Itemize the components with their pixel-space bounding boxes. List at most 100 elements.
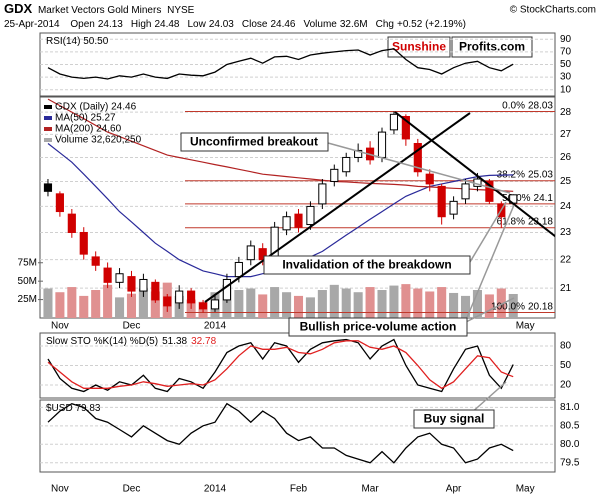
pointer [469,381,507,415]
y-tick-label: 50 [560,360,572,371]
candle-body [222,278,231,301]
candle-body [55,193,64,213]
candle-body [198,302,208,310]
quote-label: Close [242,19,268,30]
moving-average [47,98,514,192]
volume-bar [115,297,125,318]
fib-percent: 0.0% [502,100,525,111]
quote-value: 24.13 [98,19,123,30]
volume-bar [472,290,482,318]
fib-percent: 61.8% [497,216,525,227]
panel-title: $USD 79.83 [46,403,101,414]
fib-value: 28.03 [528,100,553,111]
candle-body [437,185,446,218]
volume-bar [282,292,292,318]
annotation-box [263,255,471,275]
quote-label: Volume [303,19,337,30]
series-line [47,340,514,390]
logo-box [387,36,451,58]
volume-bar [258,294,268,318]
volume-bar [67,287,77,318]
volume-bar [353,292,363,318]
volume-tick-label: 50M [18,276,37,287]
candle-body [127,276,136,292]
annotation: Unconfirmed breakout [190,135,318,149]
legend-entry: MA(200) 24.60 [55,124,122,135]
y-tick-label: 50 [560,59,572,70]
candle-body [449,200,458,215]
quote-line: 25-Apr-2014 Open 24.13 High 24.48 Low 24.03 Cl… [4,19,466,30]
annotation: Invalidation of the breakdown [282,258,451,272]
volume-bar [484,294,494,318]
y-tick-label: 79.5 [560,457,580,468]
candle-body [103,267,112,283]
legend-entry: Volume 32,620,250 [55,135,142,146]
legend-swatch [44,105,52,109]
fib-value: 24.1 [534,193,554,204]
x-tick-label: Feb [290,484,308,495]
candle-body [163,296,172,307]
candle-body [210,299,220,310]
fib-label: 61.8% 23.18 [497,216,554,227]
quote-value: 24.48 [154,19,179,30]
volume-bar [508,293,518,318]
volume-bar [365,287,375,318]
quote-label: Chg [376,19,394,30]
annotation-box [288,317,468,337]
candle-body [67,213,76,233]
y-tick-label: 27 [560,129,572,140]
annotation-box [413,409,495,429]
x-tick-label: Mar [361,484,379,495]
quote-label: Low [187,19,206,30]
x-tick-label: May [516,484,535,495]
volume-tick-label: 25M [18,294,37,305]
fib-value: 25.03 [528,169,553,180]
candle-body [413,142,422,173]
legend-entry: 51.38 [162,336,187,347]
pointer [465,204,515,321]
panel-title: RSI(14) 50.50 [46,36,109,47]
legend-entry: GDX (Daily) 24.46 [55,102,137,113]
candle-body [401,115,410,140]
y-tick-label: 26 [560,152,572,163]
logo: Sunshine Profits.com [387,36,533,58]
fib-label: 0.0% 28.03 [502,100,553,111]
y-tick-label: 28 [560,107,572,118]
volume-bar [413,288,423,318]
panel-title: Slow STO %K(14) %D(5) 51.38 32.78 [46,336,217,347]
candle-body [485,180,494,202]
volume-bar [401,284,411,318]
title-text: RSI(14) 50.50 [46,36,109,47]
volume-bar [425,291,435,318]
candle-body [246,245,255,261]
trend-lines [204,111,555,415]
series-line [47,48,514,80]
candle-body [282,216,291,231]
quote-label: Open [70,19,94,30]
candle-body [318,183,327,205]
symbol: GDX [4,1,33,16]
candle-body [43,183,53,192]
volume-bar [270,287,280,318]
pointer [469,201,507,263]
trend-line [394,111,555,238]
volume-bar [377,290,387,318]
annotations: Unconfirmed breakout Invalidation of the… [180,132,495,429]
pointer [465,297,515,323]
volume-bar [126,293,137,318]
date: 25-Apr-2014 [4,19,60,30]
volume-bar [55,292,65,318]
legend-entry: MA(50) 25.27 [55,113,116,124]
candle-body [115,273,124,283]
y-tick-label: 90 [560,34,572,45]
y-tick-label: 80 [560,341,572,352]
title-text: $USD 79.83 [46,403,101,414]
volume-bar [341,288,351,318]
volume-bar [460,295,471,318]
x-tick-label: Nov [51,321,69,332]
quote-label: High [131,19,152,30]
y-tick-label: 80.0 [560,439,580,450]
logo-text: Profits.com [459,40,525,54]
candle-body [139,278,148,292]
